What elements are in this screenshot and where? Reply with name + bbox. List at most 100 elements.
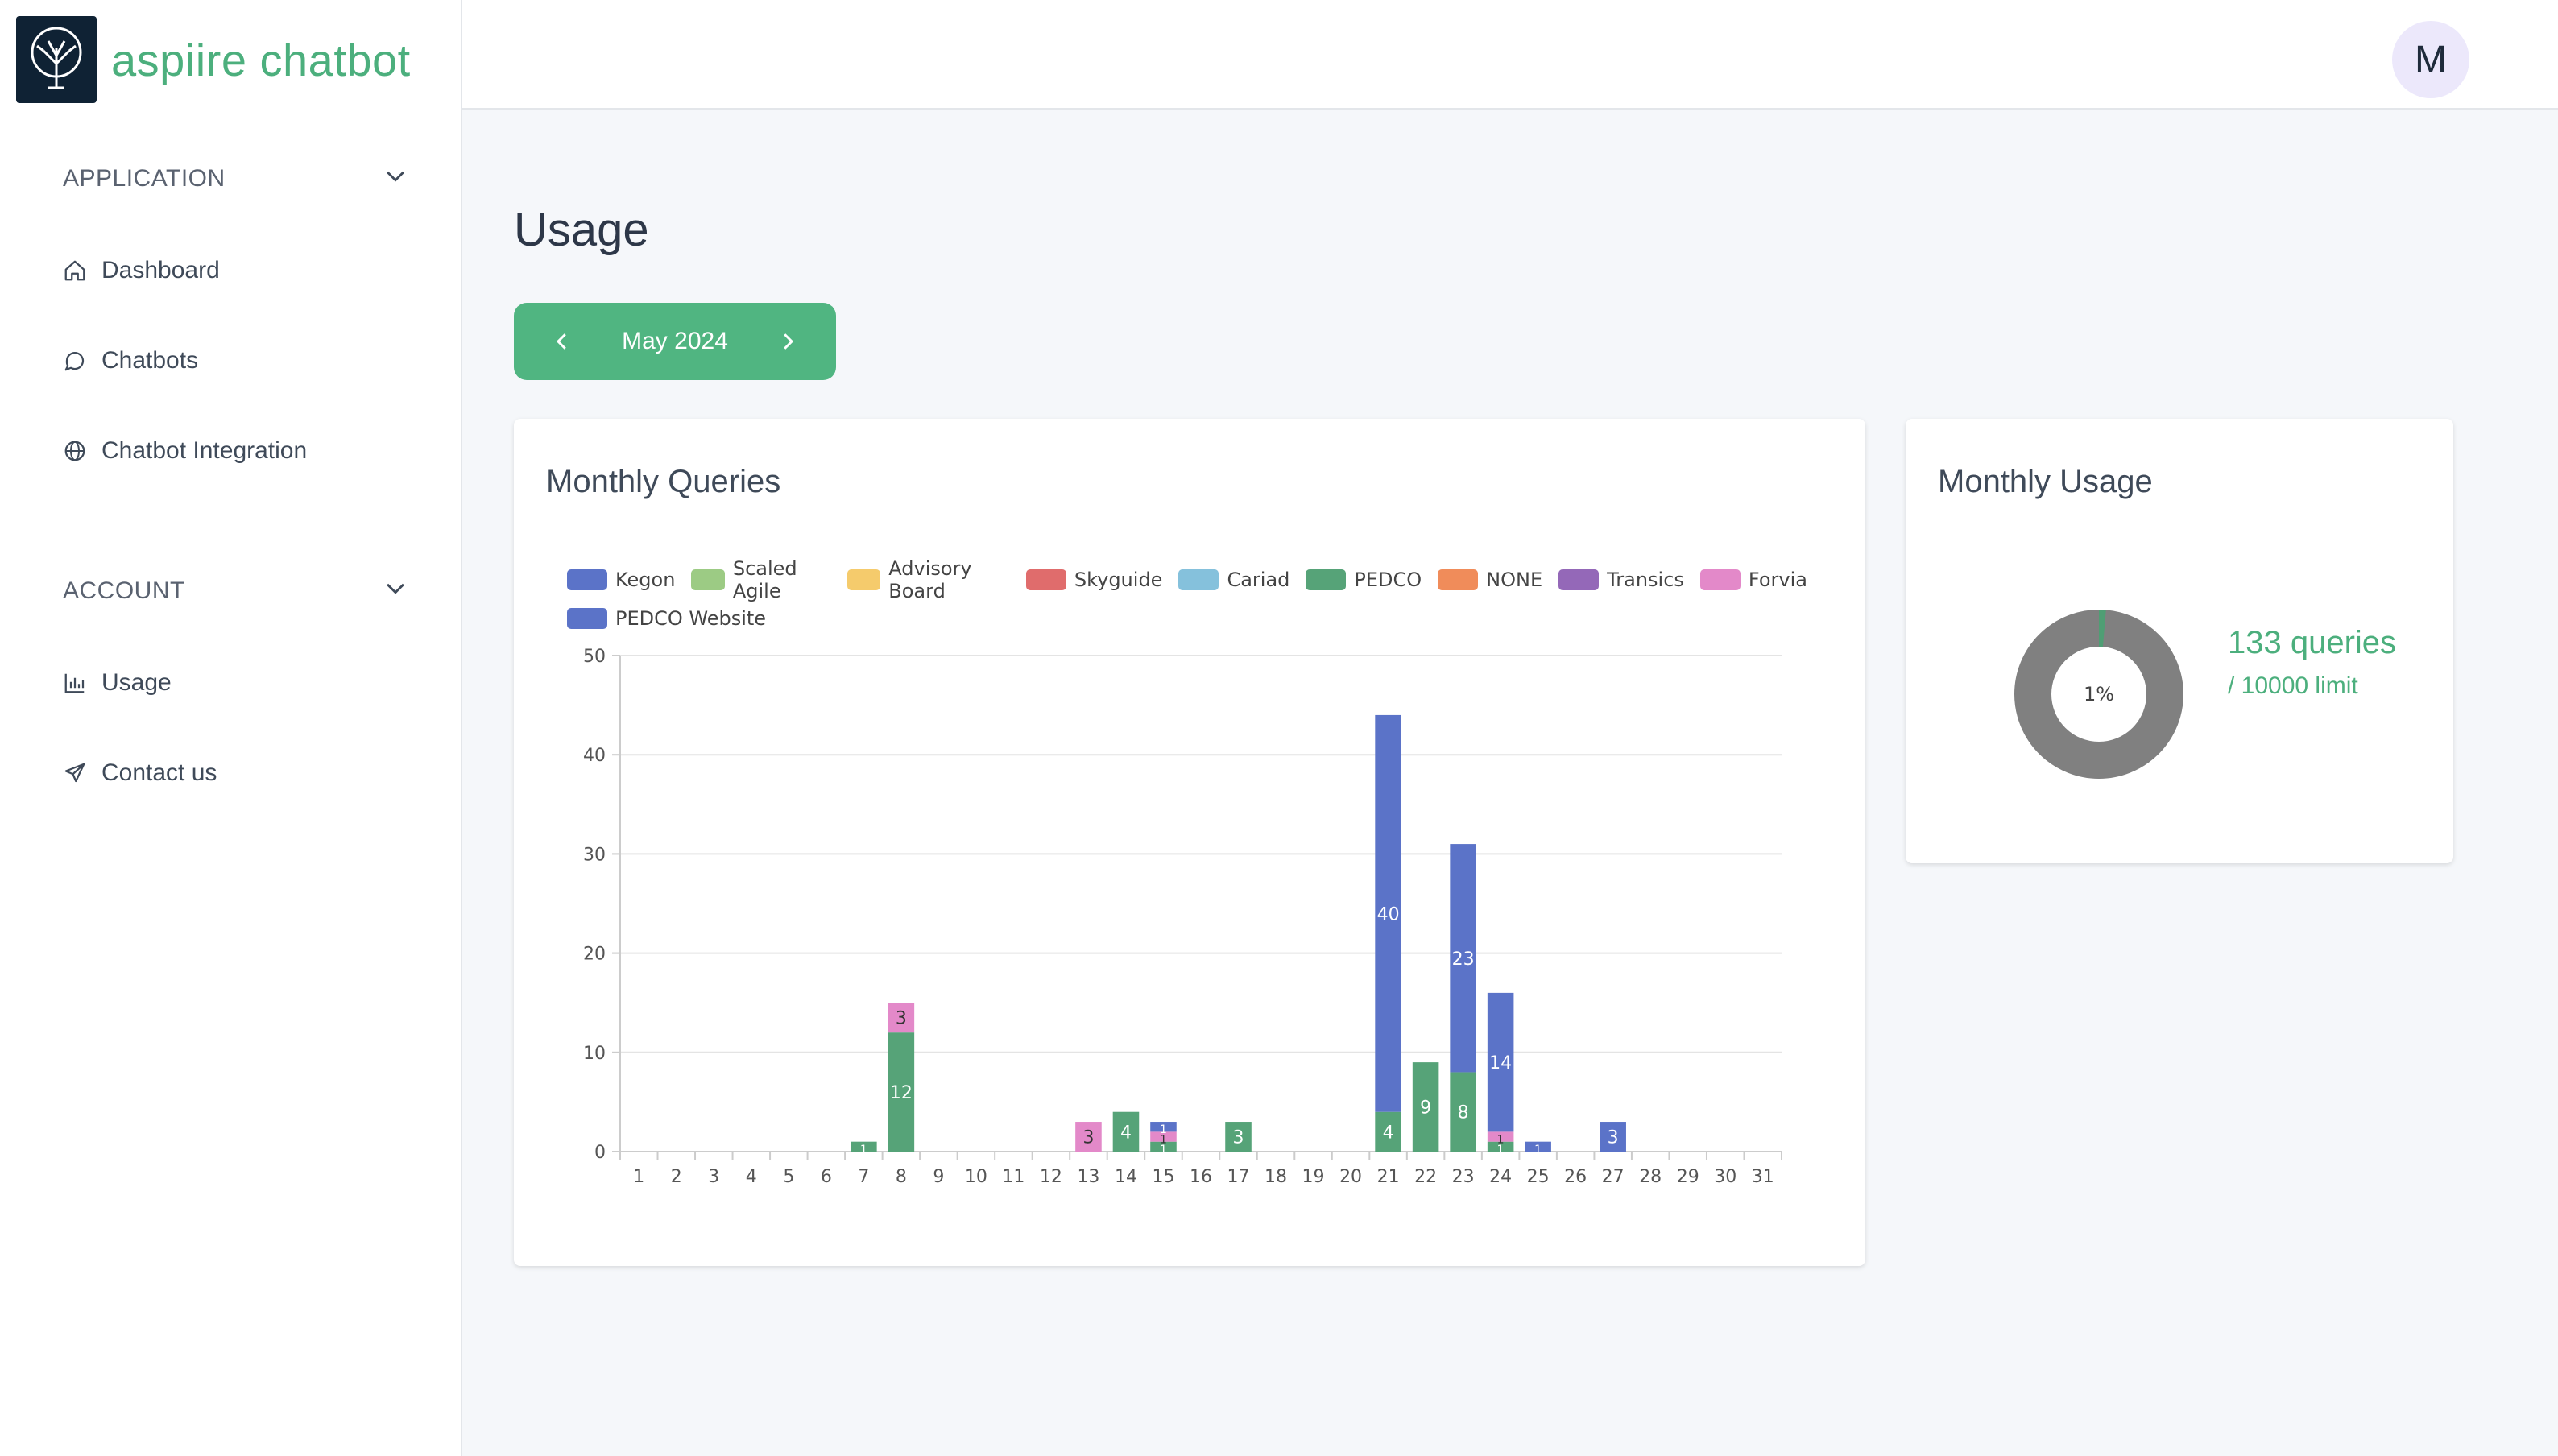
x-tick-label: 12 [1040, 1167, 1062, 1187]
section-application[interactable]: APPLICATION [63, 155, 409, 203]
sidebar-item-label: Dashboard [101, 257, 220, 283]
legend-item[interactable]: Cariad [1178, 569, 1289, 591]
bar-data-label: 23 [1452, 949, 1475, 970]
brand[interactable]: aspiire chatbot [16, 16, 411, 103]
legend-label: Scaled Agile [732, 557, 797, 602]
sidebar-item-usage[interactable]: Usage [61, 659, 172, 707]
bar-data-label: 4 [1120, 1123, 1132, 1143]
legend-item[interactable]: PEDCO Website [567, 607, 766, 630]
sidebar-item-contact-us[interactable]: Contact us [61, 749, 217, 797]
legend-item[interactable]: Kegon [567, 569, 675, 591]
legend-swatch [1178, 569, 1219, 590]
x-tick-label: 9 [933, 1167, 944, 1187]
x-tick-label: 14 [1115, 1167, 1137, 1187]
section-title: APPLICATION [63, 165, 226, 192]
x-tick-label: 13 [1077, 1167, 1099, 1187]
legend-label: Advisory Board [888, 557, 972, 602]
x-tick-label: 29 [1677, 1167, 1699, 1187]
x-tick-label: 20 [1339, 1167, 1362, 1187]
bar-data-label: 4 [1383, 1123, 1394, 1143]
donut-center-label: 1% [2084, 683, 2114, 705]
legend-item[interactable]: PEDCO [1306, 569, 1422, 591]
queries-limit: / 10000 limit [2228, 672, 2358, 699]
legend-item[interactable]: NONE [1438, 569, 1542, 591]
bar-segment [1450, 1072, 1476, 1152]
legend-item[interactable]: Forvia [1699, 569, 1807, 591]
bar-segment [851, 1141, 877, 1152]
avatar[interactable]: M [2392, 21, 2469, 98]
bar-segment [1412, 1062, 1439, 1152]
sidebar-item-label: Contact us [101, 759, 217, 786]
sidebar-item-label: Usage [101, 669, 172, 696]
y-tick-label: 0 [594, 1143, 606, 1163]
legend-row: Kegon Scaled Agile Advisory Board Skyguide C… [567, 557, 1823, 602]
x-tick-label: 31 [1752, 1167, 1774, 1187]
bar-segment [1487, 1131, 1514, 1142]
bar-data-label: 3 [1082, 1128, 1094, 1148]
bar-data-label: 1 [1497, 1144, 1505, 1156]
chevron-down-icon [382, 574, 409, 608]
app-name: aspiire chatbot [111, 34, 411, 85]
legend-item[interactable]: Skyguide [1025, 569, 1162, 591]
legend-label: PEDCO Website [615, 607, 767, 630]
bar-data-label: 1 [860, 1144, 867, 1156]
bar-segment [1375, 1111, 1401, 1152]
bar-segment [1225, 1122, 1252, 1152]
legend-label: Transics [1607, 569, 1684, 591]
x-tick-label: 7 [858, 1167, 869, 1187]
x-tick-label: 15 [1152, 1167, 1174, 1187]
sidebar-item-chatbots[interactable]: Chatbots [61, 337, 198, 385]
bar-segment [1450, 844, 1476, 1073]
bar-data-label: 40 [1377, 904, 1400, 924]
bar-segment [1487, 1141, 1514, 1152]
x-tick-label: 18 [1265, 1167, 1287, 1187]
legend-item[interactable]: Advisory Board [846, 557, 1010, 602]
bar-segment [1150, 1141, 1177, 1152]
globe-icon [61, 437, 89, 465]
bar-segment [1525, 1141, 1551, 1152]
bar-data-label: 1 [1534, 1144, 1542, 1156]
month-label: May 2024 [622, 328, 728, 354]
x-tick-label: 25 [1527, 1167, 1550, 1187]
legend-label: Kegon [615, 569, 676, 591]
x-tick-label: 24 [1489, 1167, 1512, 1187]
legend-swatch [1699, 569, 1741, 590]
bar-data-label: 1 [1160, 1144, 1167, 1156]
monthly-usage-card: Monthly Usage 1% 133 queries / 10000 lim… [1906, 419, 2453, 863]
section-account[interactable]: ACCOUNT [63, 567, 409, 615]
x-tick-label: 4 [746, 1167, 757, 1187]
y-tick-label: 50 [583, 647, 606, 667]
sidebar: aspiire chatbot APPLICATION Dashboard Ch… [0, 0, 462, 1456]
next-month-button[interactable] [772, 325, 804, 358]
x-tick-label: 6 [821, 1167, 832, 1187]
bar-segment [1075, 1122, 1102, 1152]
x-tick-label: 27 [1602, 1167, 1625, 1187]
queries-count: 133 queries [2228, 625, 2397, 660]
chevron-right-icon [784, 333, 794, 350]
x-tick-label: 8 [896, 1167, 907, 1187]
x-tick-label: 26 [1564, 1167, 1587, 1187]
bar-data-label: 3 [1233, 1128, 1244, 1148]
x-tick-label: 2 [671, 1167, 682, 1187]
sidebar-item-label: Chatbots [101, 347, 199, 374]
top-bar: M [462, 0, 2558, 110]
legend-item[interactable]: Scaled Agile [691, 557, 830, 602]
sidebar-item-dashboard[interactable]: Dashboard [61, 246, 220, 295]
chevron-left-icon [556, 333, 566, 350]
legend-label: Cariad [1227, 569, 1290, 591]
legend-swatch [567, 569, 607, 590]
x-tick-label: 1 [633, 1167, 644, 1187]
legend-item[interactable]: Transics [1558, 569, 1684, 591]
chart-legend: Kegon Scaled Agile Advisory Board Skyguide C… [567, 557, 1823, 638]
legend-swatch [1306, 569, 1347, 590]
x-tick-label: 17 [1227, 1167, 1250, 1187]
bar-chart-icon [61, 669, 89, 697]
bar-data-label: 1 [1497, 1134, 1505, 1147]
sidebar-item-chatbot-integration[interactable]: Chatbot Integration [61, 427, 307, 475]
month-picker: May 2024 [514, 303, 836, 380]
usage-summary: 133 queries / 10000 limit [2228, 625, 2396, 700]
page-title: Usage [514, 204, 649, 256]
bar-segment [888, 1003, 915, 1033]
previous-month-button[interactable] [546, 325, 578, 358]
